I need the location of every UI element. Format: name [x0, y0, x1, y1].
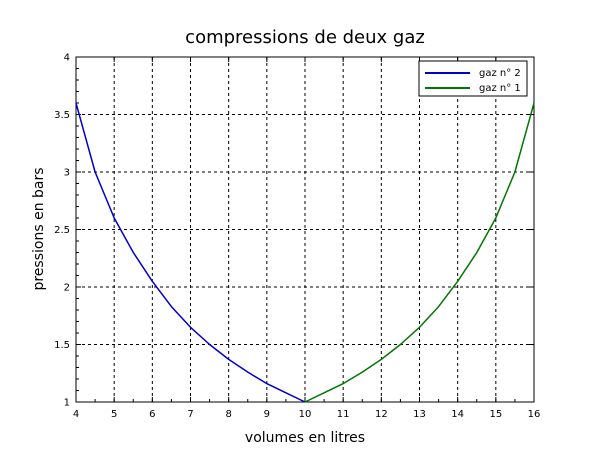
y-tick-label: 3 — [64, 168, 70, 179]
ticks: 4 5 6 7 8 9 10 11 12 13 14 15 16 1 1.5 2 2.5 3 3.5 4 — [54, 53, 540, 421]
y-axis-label: pressions en bars — [31, 167, 47, 290]
x-tick-label: 13 — [413, 409, 426, 420]
x-tick-label: 9 — [264, 409, 270, 420]
y-tick-label: 2 — [64, 283, 70, 294]
grid — [76, 57, 534, 402]
x-axis-label: volumes en litres — [245, 430, 365, 446]
x-tick-label: 7 — [187, 409, 193, 420]
x-tick-label: 15 — [489, 409, 502, 420]
chart-title: compressions de deux gaz — [185, 27, 425, 48]
y-tick-label: 2.5 — [54, 225, 70, 236]
series — [75, 102, 535, 403]
legend-label-gaz-2: gaz n° 2 — [479, 68, 521, 79]
x-tick-label: 5 — [111, 409, 117, 420]
x-tick-label: 11 — [337, 409, 350, 420]
x-tick-label: 4 — [73, 409, 79, 420]
y-tick-label: 1 — [64, 398, 70, 409]
x-tick-label: 16 — [528, 409, 541, 420]
x-tick-label: 10 — [299, 409, 312, 420]
x-tick-label: 14 — [451, 409, 464, 420]
x-tick-label: 8 — [225, 409, 231, 420]
legend-box — [418, 60, 528, 97]
y-tick-label: 3.5 — [54, 110, 70, 121]
series-line-gaz-n-1 — [304, 102, 535, 403]
series-line-gaz-n-2 — [75, 102, 306, 403]
legend-label-gaz-1: gaz n° 1 — [479, 83, 521, 94]
x-tick-label: 6 — [149, 409, 155, 420]
y-tick-label: 4 — [64, 53, 70, 64]
legend: gaz n° 2 gaz n° 1 — [418, 60, 528, 97]
y-tick-label: 1.5 — [54, 340, 70, 351]
x-tick-label: 12 — [375, 409, 388, 420]
